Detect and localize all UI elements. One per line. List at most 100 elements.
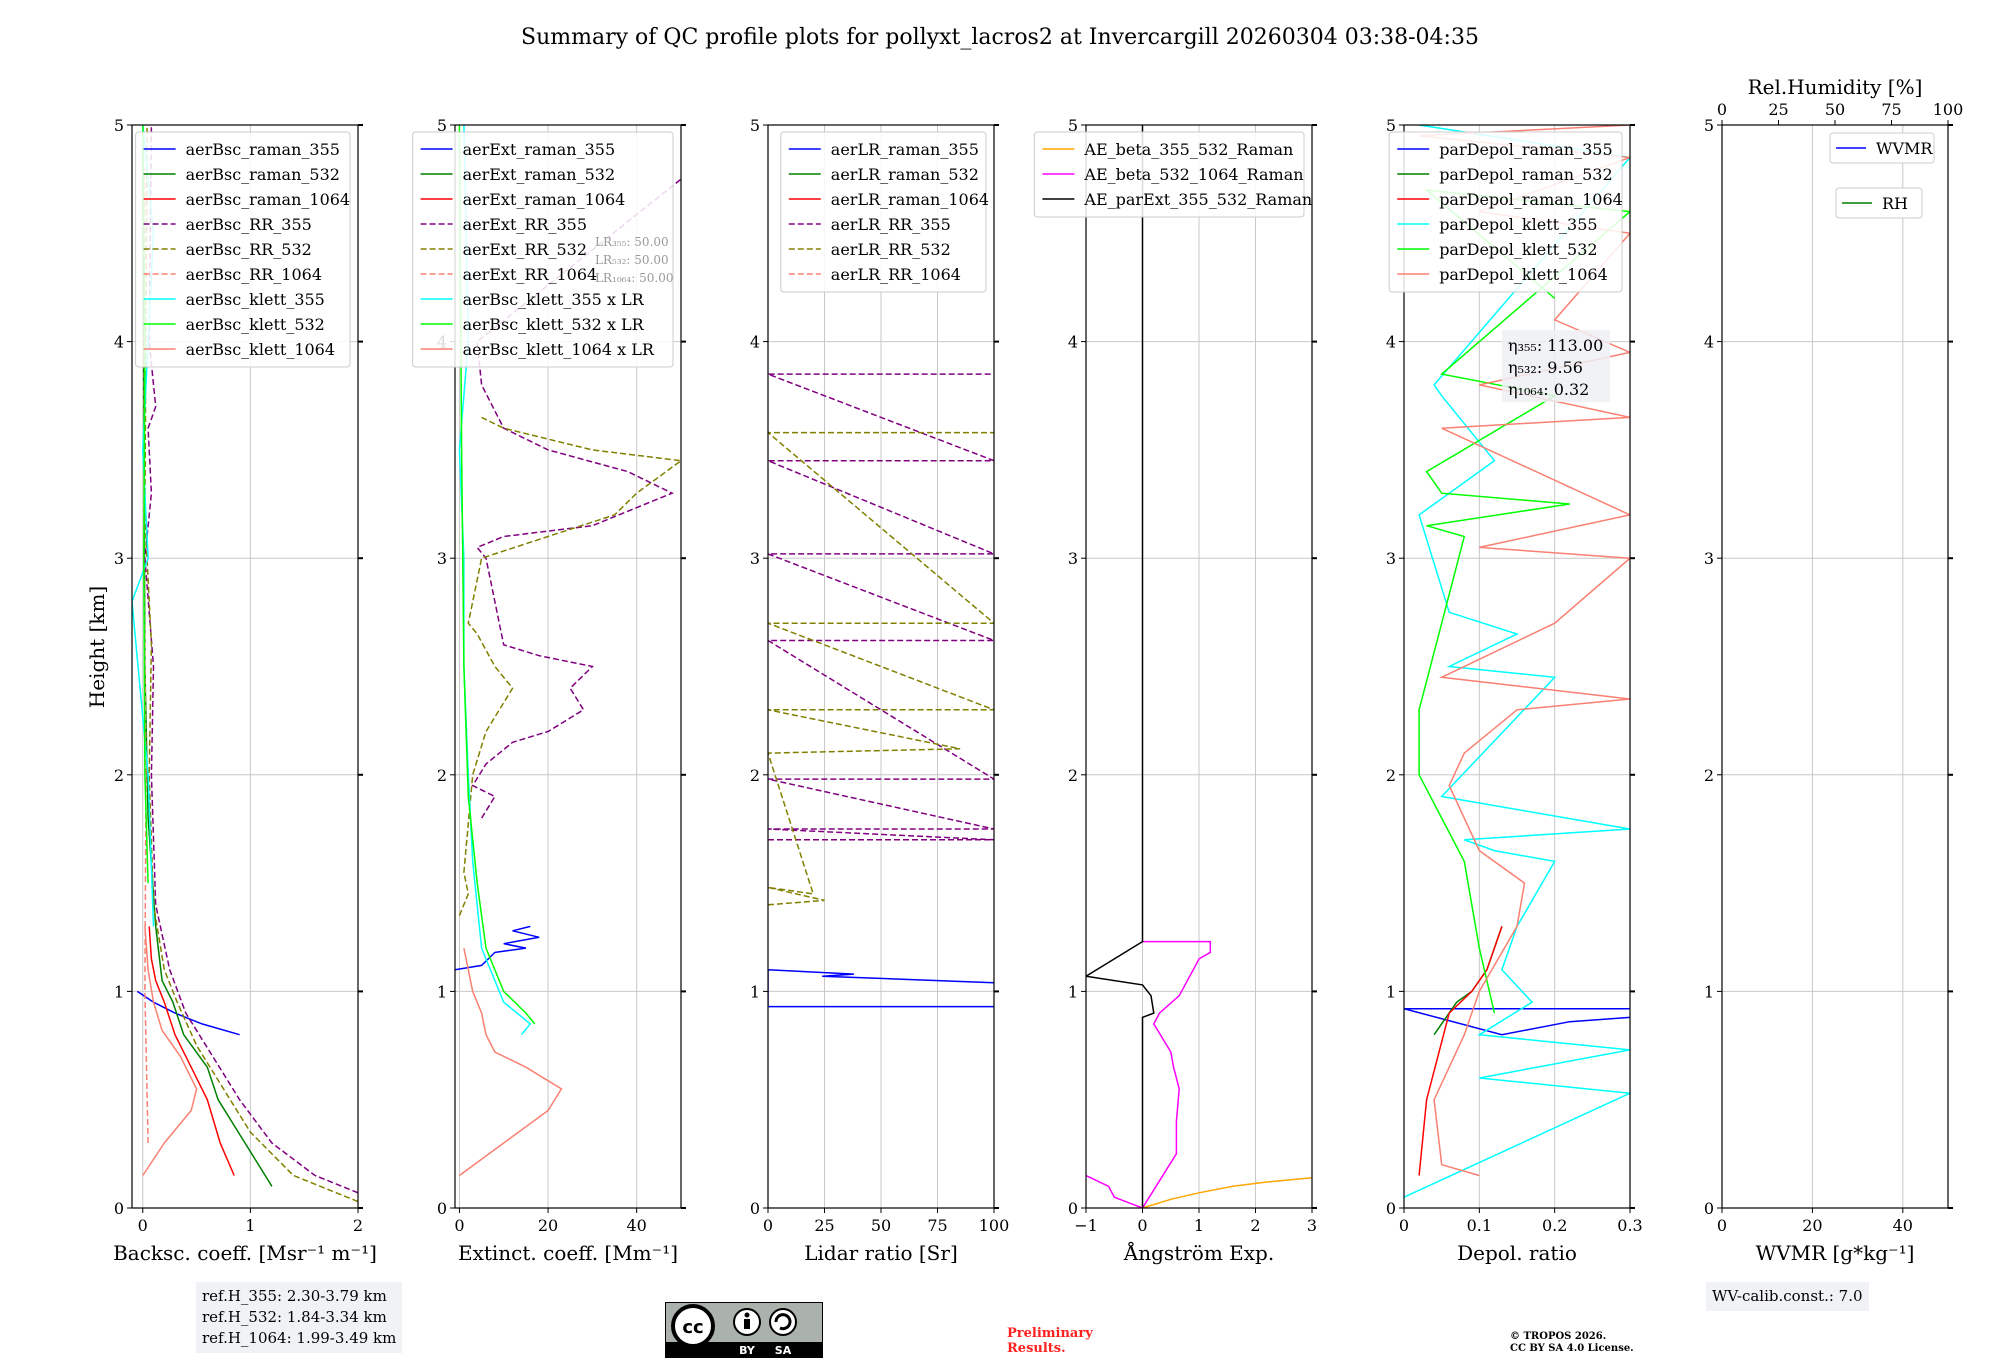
preliminary-line-2: Results. — [1007, 1341, 1066, 1356]
top-tick-label: 50 — [1825, 100, 1845, 119]
y-tick-label: 3 — [750, 549, 760, 568]
top-axis-label: Rel.Humidity [%] — [1748, 75, 1923, 99]
y-tick-label: 4 — [1704, 333, 1714, 352]
x-tick-label: 40 — [627, 1216, 647, 1235]
eta-label: η₃₅₅: 113.00 — [1508, 336, 1603, 355]
x-tick-label: 40 — [1893, 1216, 1913, 1235]
series-AE_beta_532_1064_Raman — [1086, 940, 1212, 1208]
x-tick-label: 0 — [1399, 1216, 1409, 1235]
legend-label-AE_beta_532_1064_Raman: AE_beta_532_1064_Raman — [1083, 165, 1303, 184]
copyright-line-1: © TROPOS 2026. — [1510, 1331, 1607, 1342]
legend-label-parDepol_raman_1064: parDepol_raman_1064 — [1439, 190, 1623, 209]
cc-logo-icon — [671, 1304, 715, 1348]
series-aerLR_raman_355 — [768, 968, 994, 1008]
series-aerExt_RR_532 — [458, 416, 681, 916]
y-tick-label: 0 — [1386, 1199, 1396, 1218]
x-tick-label: 1 — [245, 1216, 255, 1235]
y-tick-label: 2 — [750, 766, 760, 785]
x-tick-label: 0 — [1137, 1216, 1147, 1235]
legend-label-aerBsc_RR_355: aerBsc_RR_355 — [186, 215, 312, 234]
series-aerBsc_RR_355 — [144, 125, 358, 1194]
x-tick-label: 100 — [979, 1216, 1010, 1235]
legend-label-aerLR_RR_355: aerLR_RR_355 — [831, 215, 951, 234]
x-tick-label: 0.1 — [1467, 1216, 1492, 1235]
y-tick-label: 5 — [1068, 116, 1078, 135]
y-tick-label: 1 — [750, 982, 760, 1001]
legend-ext: aerExt_raman_355 aerExt_raman_532 aerExt_r… — [412, 131, 674, 368]
y-tick-label: 3 — [114, 549, 124, 568]
legend-label: RH — [1882, 194, 1908, 213]
series-parDepol_klett_532 — [1418, 188, 1630, 1014]
legend-label-parDepol_klett_355: parDepol_klett_355 — [1439, 215, 1597, 234]
legend-label-aerBsc_klett_1064 x LR: aerBsc_klett_1064 x LR — [463, 340, 655, 359]
x-tick-label: 25 — [814, 1216, 834, 1235]
legend-label-aerBsc_raman_355: aerBsc_raman_355 — [186, 140, 340, 159]
legend-item-WVMR: WVMR — [1829, 132, 1935, 164]
reference-heights-box: ref.H_355: 2.30-3.79 km ref.H_532: 1.84-… — [196, 1282, 403, 1353]
y-tick-label: 0 — [114, 1199, 124, 1218]
legend-box — [780, 131, 987, 293]
x-axis-label-ae: Ångström Exp. — [1123, 1240, 1274, 1265]
eta-label: η₅₃₂: 9.56 — [1508, 358, 1583, 377]
y-tick-label: 2 — [1068, 766, 1078, 785]
x-tick-label: 0 — [138, 1216, 148, 1235]
series-aerBsc_klett_1064 x LR — [458, 947, 563, 1177]
figure-title: Summary of QC profile plots for pollyxt_… — [521, 25, 1479, 50]
legend-label-AE_parExt_355_532_Raman: AE_parExt_355_532_Raman — [1083, 190, 1312, 209]
series-parDepol_raman_1064 — [1418, 926, 1503, 1176]
series-aerBsc_klett_532 x LR — [458, 125, 536, 1025]
x-tick-label: 20 — [1802, 1216, 1822, 1235]
ref-height-1064: ref.H_1064: 1.99-3.49 km — [202, 1329, 397, 1347]
eta-box: η₃₅₅: 113.00 η₅₃₂: 9.56 η₁₀₆₄: 0.32 — [1502, 330, 1610, 402]
y-tick-label: 2 — [114, 766, 124, 785]
legend-item-RH: RH — [1835, 187, 1923, 219]
series-aerExt_RR_355 — [471, 178, 681, 819]
legend-label-aerBsc_klett_355: aerBsc_klett_355 — [186, 290, 325, 309]
x-tick-label: 75 — [927, 1216, 947, 1235]
series-aerBsc_klett_1064 — [142, 926, 198, 1176]
grid-ae — [1085, 124, 1313, 1209]
legend-label-aerExt_raman_1064: aerExt_raman_1064 — [463, 190, 626, 209]
legend-label-aerLR_raman_532: aerLR_raman_532 — [831, 165, 979, 184]
legend-label-aerBsc_klett_1064: aerBsc_klett_1064 — [186, 340, 335, 359]
y-tick-label: 2 — [437, 766, 447, 785]
legend-box — [135, 131, 351, 368]
legend-label-aerBsc_RR_532: aerBsc_RR_532 — [186, 240, 312, 259]
x-tick-label: 1 — [1194, 1216, 1204, 1235]
legend-label-parDepol_raman_532: parDepol_raman_532 — [1439, 165, 1612, 184]
legend-label-aerLR_raman_355: aerLR_raman_355 — [831, 140, 979, 159]
series-aerLR_RR_532 — [768, 431, 994, 906]
y-tick-label: 1 — [1704, 982, 1714, 1001]
badge-by-label: BY — [739, 1344, 756, 1357]
legend-label-aerExt_RR_355: aerExt_RR_355 — [463, 215, 587, 234]
x-axis-label-depol: Depol. ratio — [1457, 1241, 1577, 1265]
series-AE_parExt_355_532_Raman — [1086, 125, 1155, 1208]
y-tick-label: 5 — [750, 116, 760, 135]
y-tick-label: 4 — [1386, 333, 1396, 352]
y-tick-label: 2 — [1386, 766, 1396, 785]
ref-height-355: ref.H_355: 2.30-3.79 km — [202, 1287, 387, 1305]
series-group-ext — [455, 125, 681, 1177]
copyright-line-2: CC BY SA 4.0 License. — [1510, 1343, 1634, 1354]
legend-box — [1388, 131, 1623, 293]
legend-box — [1829, 132, 1935, 164]
inset-lr-label: LR₃₅₅: 50.00 — [595, 235, 669, 249]
legend-label-parDepol_klett_1064: parDepol_klett_1064 — [1439, 265, 1608, 284]
x-axis-label-ext: Extinct. coeff. [Mm⁻¹] — [458, 1241, 678, 1265]
x-tick-label: −1 — [1074, 1216, 1098, 1235]
x-tick-label: 0.3 — [1617, 1216, 1642, 1235]
x-tick-label: 0 — [1717, 1216, 1727, 1235]
legend-label-parDepol_klett_532: parDepol_klett_532 — [1439, 240, 1597, 259]
y-tick-label: 4 — [750, 333, 760, 352]
series-parDepol_raman_532 — [1433, 926, 1503, 1036]
legend-box — [1033, 131, 1305, 218]
top-tick-label: 0 — [1717, 100, 1727, 119]
svg-text:cc: cc — [682, 1317, 703, 1338]
wv-calibration-box: WV-calib.const.: 7.0 — [1706, 1282, 1869, 1311]
legend-label-AE_beta_355_532_Raman: AE_beta_355_532_Raman — [1083, 140, 1293, 159]
legend-label-aerLR_RR_1064: aerLR_RR_1064 — [831, 265, 961, 284]
